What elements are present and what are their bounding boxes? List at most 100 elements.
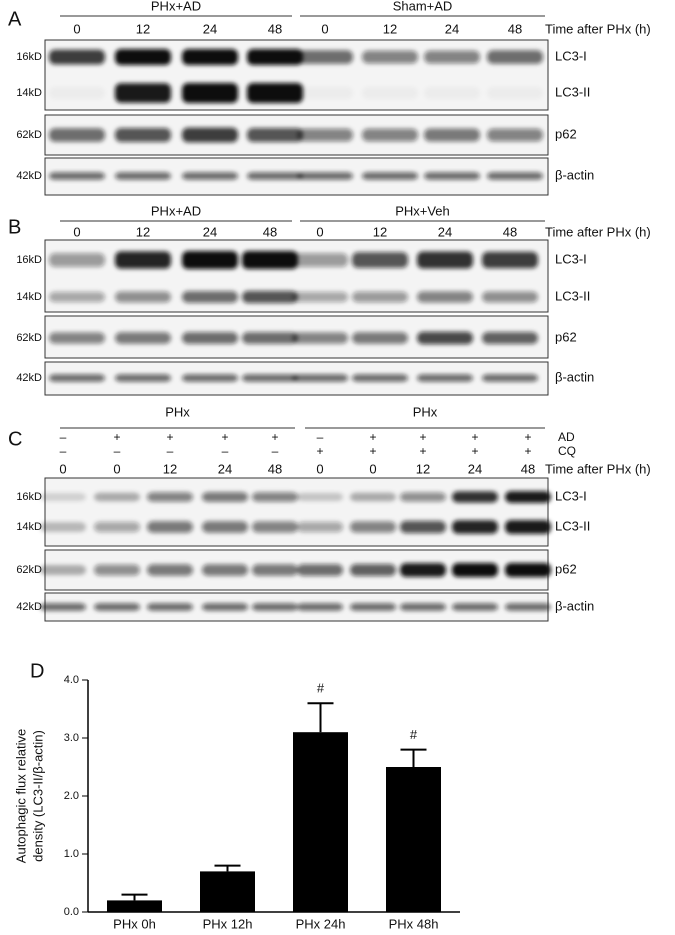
blot-band (49, 128, 105, 142)
annotation: # (410, 727, 418, 742)
blot-band (252, 603, 298, 611)
treatment-sign: – (60, 430, 67, 444)
time-label: Time after PHx (h) (545, 224, 651, 239)
blot-band (482, 251, 538, 269)
blot-band (400, 563, 446, 577)
treatment-sign: + (524, 444, 531, 458)
time-value: 24 (438, 224, 452, 239)
marker-label: 62kD (16, 332, 42, 344)
blot-band (147, 564, 193, 576)
treatment-sign: + (524, 430, 531, 444)
blot-band (352, 291, 408, 303)
blot-band (115, 172, 171, 180)
protein-label: LC3-I (555, 488, 587, 503)
blot-band (49, 253, 105, 267)
blot-band (350, 521, 396, 533)
blot-band (352, 374, 408, 382)
y-tick-label: 0.0 (64, 906, 79, 918)
treatment-sign: + (369, 430, 376, 444)
blot-band (49, 49, 105, 65)
treatment-label: AD (558, 430, 575, 444)
blot-band (94, 564, 140, 576)
blot-bands (49, 127, 543, 143)
blot-band (297, 492, 343, 502)
blot-band (242, 374, 298, 382)
blot-band (505, 603, 551, 611)
protein-label: LC3-I (555, 251, 587, 266)
blot-band (147, 492, 193, 502)
blot-band (49, 87, 105, 99)
time-value: 48 (268, 461, 282, 476)
blot-band (292, 332, 348, 344)
treatment-sign: + (271, 430, 278, 444)
time-value: 48 (503, 224, 517, 239)
time-value: 24 (203, 21, 217, 36)
blot-band (247, 49, 303, 65)
blot-band (40, 603, 86, 611)
protein-label: p62 (555, 329, 577, 344)
blot-band (452, 603, 498, 611)
blot-band (40, 564, 86, 576)
blot-band (297, 521, 343, 533)
blot-band (417, 291, 473, 303)
treatment-sign: + (471, 430, 478, 444)
blot-band (482, 374, 538, 382)
time-value: 12 (383, 21, 397, 36)
x-tick-label: PHx 24h (296, 916, 346, 931)
blot-band (202, 603, 248, 611)
group-label: Sham+AD (393, 0, 453, 13)
blot-band (352, 252, 408, 268)
y-tick-label: 1.0 (64, 848, 79, 860)
blot-band (487, 128, 543, 142)
marker-label: 14kD (16, 291, 42, 303)
treatment-sign: – (167, 444, 174, 458)
blot-band (424, 50, 480, 64)
time-value: 0 (113, 461, 120, 476)
blot-band (115, 83, 171, 103)
blot-band (292, 374, 348, 382)
time-value: 12 (416, 461, 430, 476)
blot-band (115, 251, 171, 269)
blot-band (182, 172, 238, 180)
time-value: 0 (316, 224, 323, 239)
blot-band (350, 563, 396, 577)
blot-band (297, 50, 353, 64)
blot-band (182, 49, 238, 65)
bar (200, 871, 255, 912)
bar (293, 732, 348, 912)
blot-band (487, 87, 543, 99)
blot-band (247, 127, 303, 143)
blot-band (147, 603, 193, 611)
blot-band (115, 291, 171, 303)
blot-band (182, 332, 238, 344)
blot-band (297, 87, 353, 99)
blot-band (400, 492, 446, 502)
group-label: PHx (413, 404, 438, 419)
treatment-sign: + (369, 444, 376, 458)
time-value: 12 (136, 21, 150, 36)
annotation: # (317, 681, 325, 696)
treatment-sign: + (166, 430, 173, 444)
treatment-sign: + (316, 444, 323, 458)
blot-band (505, 563, 551, 577)
blot-frame (44, 477, 549, 547)
blot-band (115, 49, 171, 65)
protein-label: LC3-II (555, 288, 590, 303)
time-value: 48 (508, 21, 522, 36)
blot-band (505, 520, 551, 534)
marker-label: 16kD (16, 491, 42, 503)
blot-band (352, 332, 408, 344)
blot-band (115, 127, 171, 143)
time-label: Time after PHx (h) (545, 21, 651, 36)
y-axis-label: density (LC3-II/β-actin) (30, 730, 45, 862)
protein-label: p62 (555, 126, 577, 141)
blot-band (242, 332, 298, 344)
blot-band (49, 332, 105, 344)
blot-band (297, 128, 353, 142)
protein-label: β-actin (555, 598, 594, 613)
blot-band (182, 374, 238, 382)
y-tick-label: 2.0 (64, 790, 79, 802)
blot-bands (49, 49, 543, 103)
treatment-sign: + (419, 430, 426, 444)
blot-band (350, 492, 396, 502)
